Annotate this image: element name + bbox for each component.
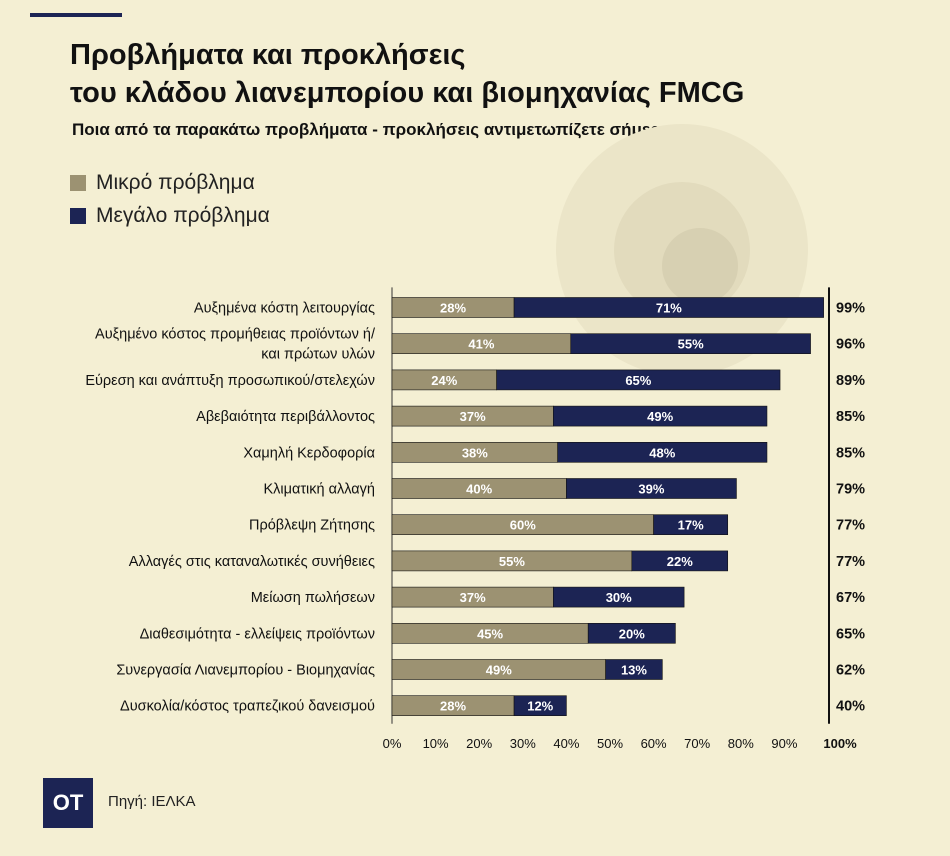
- data-label-large: 39%: [638, 482, 664, 497]
- total-value-label: 96%: [836, 337, 865, 353]
- bar-segment-large: [631, 550, 729, 572]
- data-label-large: 22%: [667, 554, 693, 569]
- bar-segment-large: [553, 586, 685, 608]
- bar-segment-large: [513, 695, 567, 717]
- total-value-label: 77%: [836, 518, 865, 534]
- title-line-1: Προβλήματα και προκλήσεις: [70, 39, 466, 71]
- data-label-large: 30%: [606, 590, 632, 605]
- data-label-large: 17%: [678, 518, 704, 533]
- data-label-small: 55%: [499, 554, 525, 569]
- data-label-small: 37%: [460, 590, 486, 605]
- data-label-small: 40%: [466, 482, 492, 497]
- data-label-large: 65%: [625, 373, 651, 388]
- total-value-label: 85%: [836, 409, 865, 425]
- total-value-label: 67%: [836, 590, 865, 606]
- bar-segment-large: [553, 405, 768, 427]
- total-value-label: 65%: [836, 626, 865, 642]
- decorative-circle-inner: [662, 228, 738, 304]
- total-value-label: 79%: [836, 482, 865, 498]
- legend-label-large: Μεγάλο πρόβλημα: [96, 204, 270, 227]
- total-value-label: 40%: [836, 699, 865, 715]
- bar-segment-large: [587, 622, 676, 644]
- data-label-small: 49%: [486, 663, 512, 678]
- category-label: Μείωση πωλήσεων: [251, 590, 375, 606]
- category-label: Δυσκολία/κόστος τραπεζικού δανεισμού: [120, 699, 375, 715]
- data-label-small: 41%: [468, 337, 494, 352]
- data-label-large: 71%: [656, 301, 682, 316]
- total-value-label: 77%: [836, 554, 865, 570]
- total-value-label: 89%: [836, 373, 865, 389]
- category-label: Διαθεσιμότητα - ελλείψεις προϊόντων: [140, 626, 375, 642]
- data-label-small: 37%: [460, 409, 486, 424]
- data-label-small: 45%: [477, 626, 503, 641]
- legend: Μικρό πρόβλημα Μεγάλο πρόβλημα: [70, 168, 270, 234]
- x-tick-label: 90%: [771, 736, 797, 751]
- chart-title: Προβλήματα και προκλήσεις του κλάδου λια…: [70, 36, 744, 112]
- data-label-small: 60%: [510, 518, 536, 533]
- x-tick-label: 40%: [553, 736, 579, 751]
- x-tick-label: 100%: [823, 736, 857, 751]
- category-label: Κλιματική αλλαγή: [263, 482, 375, 498]
- category-label: Συνεργασία Λιανεμπορίου - Βιομηχανίας: [116, 663, 375, 679]
- data-label-large: 49%: [647, 409, 673, 424]
- legend-swatch-small: [70, 175, 86, 191]
- x-tick-label: 0%: [383, 736, 402, 751]
- x-tick-label: 80%: [728, 736, 754, 751]
- ot-logo: ΟΤ: [43, 778, 93, 828]
- source-note: Πηγή: ΙΕΛΚΑ: [108, 793, 196, 810]
- stacked-bar-chart: Αυξημένα κόστη λειτουργίας 28% 71% 99% Αυξημ…: [85, 287, 865, 751]
- legend-item-small: Μικρό πρόβλημα: [70, 168, 270, 198]
- bar-segment-large: [653, 514, 729, 535]
- category-label: Χαμηλή Κερδοφορία: [243, 445, 375, 461]
- x-tick-label: 60%: [641, 736, 667, 751]
- legend-swatch-large: [70, 208, 86, 224]
- data-label-small: 28%: [440, 301, 466, 316]
- top-accent-rule: [30, 13, 122, 17]
- data-label-large: 12%: [527, 699, 553, 714]
- total-value-label: 85%: [836, 445, 865, 461]
- bar-segment-large: [605, 659, 663, 680]
- category-label: Αβεβαιότητα περιβάλλοντος: [196, 409, 375, 425]
- data-label-small: 38%: [462, 445, 488, 460]
- title-line-2: του κλάδου λιανεμπορίου και βιομηχανίας …: [70, 77, 745, 109]
- legend-item-large: Μεγάλο πρόβλημα: [70, 201, 270, 231]
- bar-segment-large: [557, 442, 768, 463]
- x-tick-label: 30%: [510, 736, 536, 751]
- bar-segment-large: [513, 297, 824, 318]
- bar-segment-large: [570, 333, 811, 355]
- data-label-large: 13%: [621, 663, 647, 678]
- legend-label-small: Μικρό πρόβλημα: [96, 171, 255, 194]
- x-tick-label: 50%: [597, 736, 623, 751]
- category-label: Εύρεση και ανάπτυξη προσωπικού/στελεχών: [85, 373, 375, 389]
- x-tick-label: 20%: [466, 736, 492, 751]
- category-label: Πρόβλεψη Ζήτησης: [249, 518, 375, 534]
- category-label: Αυξημένο κόστος προμήθειας προϊόντων ή/: [95, 327, 376, 343]
- data-label-large: 55%: [678, 337, 704, 352]
- data-label-large: 48%: [649, 445, 675, 460]
- data-label-small: 24%: [431, 373, 457, 388]
- data-label-small: 28%: [440, 699, 466, 714]
- total-value-label: 62%: [836, 663, 865, 679]
- category-label: και πρώτων υλών: [261, 347, 375, 363]
- bar-segment-large: [496, 369, 781, 391]
- data-label-large: 20%: [619, 626, 645, 641]
- x-tick-label: 70%: [684, 736, 710, 751]
- total-value-label: 99%: [836, 301, 865, 317]
- x-tick-label: 10%: [423, 736, 449, 751]
- category-label: Αλλαγές στις καταναλωτικές συνήθειες: [129, 554, 375, 570]
- bar-segment-large: [566, 478, 737, 499]
- category-label: Αυξημένα κόστη λειτουργίας: [194, 301, 375, 317]
- chart-subtitle: Ποια από τα παρακάτω προβλήματα - προκλή…: [72, 120, 677, 139]
